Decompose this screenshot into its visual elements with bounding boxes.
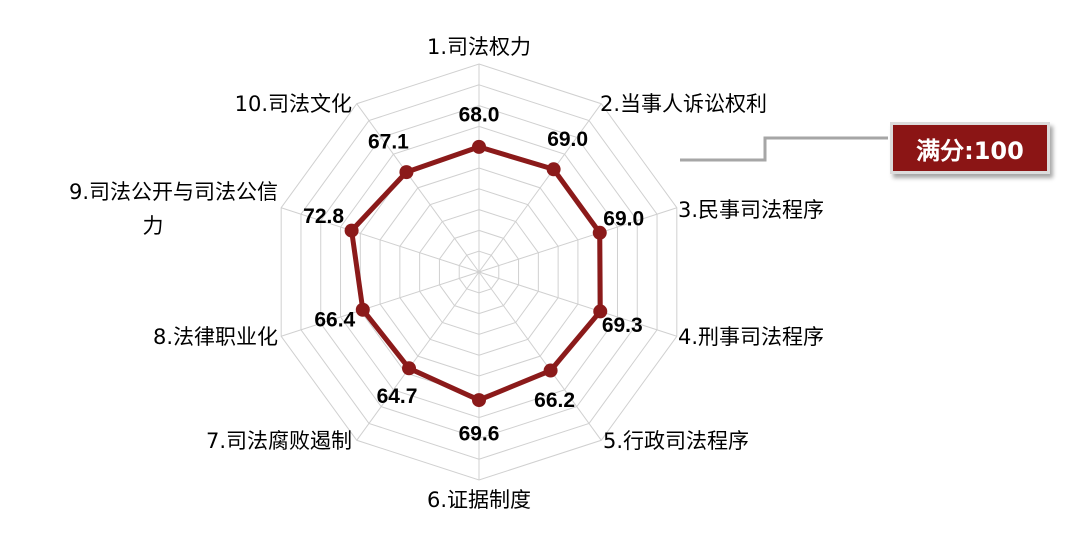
callout-connector xyxy=(680,136,888,162)
grid-spoke xyxy=(478,271,677,337)
radar-series xyxy=(344,139,608,408)
category-label: 8.法律职业化 xyxy=(153,325,278,349)
radar-spokes xyxy=(281,64,677,480)
grid-spoke xyxy=(281,207,480,273)
data-point xyxy=(355,302,370,317)
data-point xyxy=(543,363,558,378)
category-label: 4.刑事司法程序 xyxy=(678,325,824,349)
data-point xyxy=(592,225,607,240)
data-point xyxy=(472,139,486,154)
grid-spoke xyxy=(478,103,602,273)
data-point xyxy=(399,165,414,180)
category-label: 6.证据制度 xyxy=(427,488,531,512)
value-labels: 68.0 69.0 69.0 69.3 66.2 69.6 64.7 66.4 72.8 67.1 xyxy=(303,103,644,445)
value-label: 64.7 xyxy=(377,385,418,408)
category-labels: 1.司法权力2.当事人诉讼权利3.民事司法程序4.刑事司法程序5.行政司法程序6… xyxy=(69,35,824,512)
value-label: 68.0 xyxy=(459,103,500,126)
category-label: 9.司法公开与司法公信 xyxy=(69,180,278,204)
grid-spoke xyxy=(281,271,480,337)
value-label: 67.1 xyxy=(368,131,409,154)
category-label: 5.行政司法程序 xyxy=(603,429,749,453)
max-score-callout: 满分:100 xyxy=(890,122,1050,174)
value-label: 66.4 xyxy=(314,308,355,331)
category-label: 力 xyxy=(143,214,164,238)
data-point xyxy=(546,162,561,177)
value-label: 69.0 xyxy=(603,207,644,230)
grid-spoke xyxy=(478,207,677,273)
category-label: 3.民事司法程序 xyxy=(678,198,824,222)
value-label: 72.8 xyxy=(303,205,344,228)
value-label: 66.2 xyxy=(534,389,575,412)
category-label: 7.司法腐败遏制 xyxy=(206,429,352,453)
category-label: 2.当事人诉讼权利 xyxy=(600,92,767,116)
grid-spoke xyxy=(478,271,602,441)
data-point xyxy=(344,223,359,238)
grid-spoke xyxy=(356,103,480,273)
category-label: 10.司法文化 xyxy=(235,92,352,116)
value-label: 69.3 xyxy=(602,314,643,337)
data-point xyxy=(593,304,608,319)
data-point xyxy=(402,361,417,376)
category-label: 1.司法权力 xyxy=(427,35,531,59)
value-label: 69.6 xyxy=(459,423,500,446)
data-point xyxy=(472,393,486,408)
grid-spoke xyxy=(356,271,480,441)
value-label: 69.0 xyxy=(547,128,588,151)
